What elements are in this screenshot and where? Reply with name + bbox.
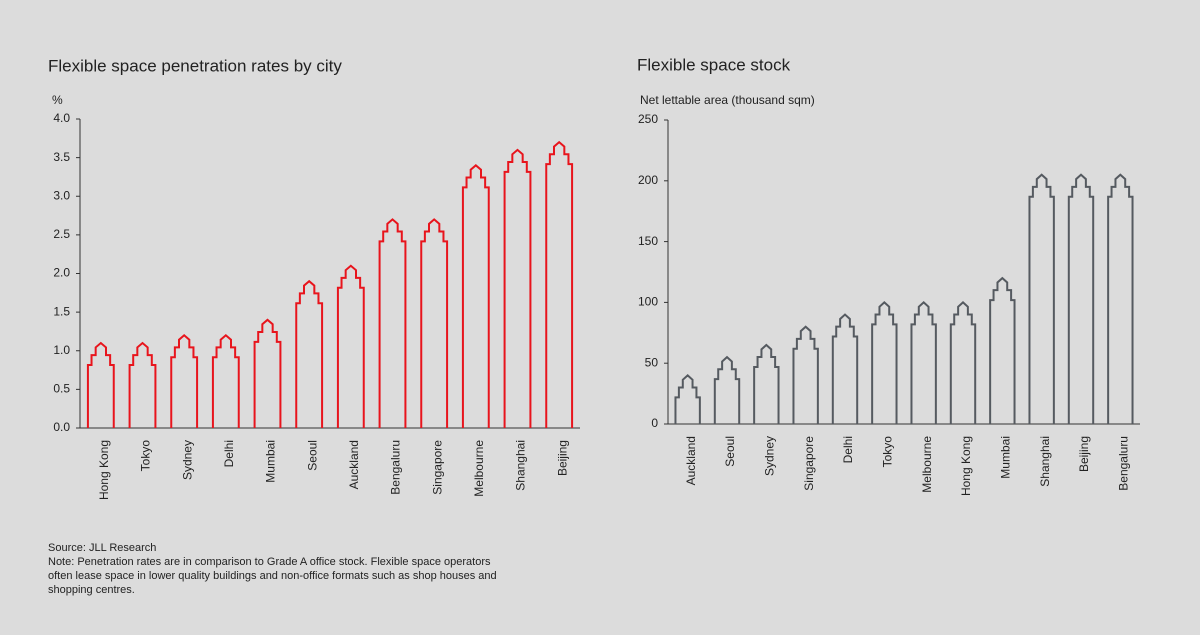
y-tick-label: 1.0 [53,343,70,357]
chart-title: Flexible space penetration rates by city [48,56,342,75]
x-tick-label: Sydney [763,436,777,476]
y-tick-label: 250 [638,112,658,126]
bar [378,218,407,428]
bar [503,148,532,428]
x-tick-label: Delhi [841,436,855,463]
x-tick-label: Seoul [305,440,319,471]
bar [253,318,282,428]
bar [211,333,240,428]
y-tick-label: 0.5 [53,382,70,396]
x-tick-label: Shanghai [514,440,528,491]
x-tick-label: Tokyo [881,436,895,468]
x-tick-label: Hong Kong [97,440,111,500]
bar [420,218,449,428]
x-tick-label: Mumbai [999,436,1013,479]
bar [713,355,741,424]
x-tick-label: Auckland [684,436,698,485]
y-tick-label: 100 [638,295,658,309]
y-tick-label: 0.0 [53,420,70,434]
x-tick-label: Beijing [555,440,569,476]
y-axis-label: % [52,93,63,107]
bar [753,343,780,424]
y-axis-label: Net lettable area (thousand sqm) [640,93,815,107]
bar [170,333,199,428]
y-tick-label: 50 [645,355,659,369]
bar [295,279,324,428]
y-tick-label: 2.5 [53,227,70,241]
x-tick-label: Melbourne [920,436,934,493]
y-tick-label: 3.5 [53,150,70,164]
bar [949,301,977,424]
bar [128,341,157,428]
y-tick-label: 150 [638,234,658,248]
x-tick-label: Hong Kong [959,436,973,496]
bar [1067,173,1095,424]
x-tick-label: Bengaluru [1117,436,1131,491]
x-tick-label: Bengaluru [389,440,403,495]
x-tick-label: Shanghai [1038,436,1052,487]
bar [910,301,937,424]
note-line: shopping centres. [48,584,135,596]
y-tick-label: 3.0 [53,188,70,202]
bar [1028,173,1055,424]
y-tick-label: 1.5 [53,304,70,318]
bar [792,325,819,424]
y-tick-label: 4.0 [53,111,70,125]
bar [1107,173,1134,424]
bar [461,164,490,428]
x-tick-label: Singapore [802,436,816,491]
chart-title: Flexible space stock [637,55,791,74]
y-tick-label: 0 [651,416,658,430]
bar [871,301,898,424]
y-tick-label: 200 [638,173,658,187]
x-tick-label: Mumbai [264,440,278,483]
x-tick-label: Sydney [180,440,194,480]
note-line: Note: Penetration rates are in compariso… [48,556,491,568]
x-tick-label: Beijing [1077,436,1091,472]
x-tick-label: Singapore [430,440,444,495]
bar [336,264,365,428]
x-tick-label: Seoul [723,436,737,467]
x-tick-label: Melbourne [472,440,486,497]
note-line: often lease space in lower quality build… [48,570,497,582]
x-tick-label: Delhi [222,440,236,467]
bar [545,140,574,428]
x-tick-label: Tokyo [139,440,153,472]
bar [674,374,701,424]
bar [86,341,115,428]
bar [989,276,1016,424]
y-tick-label: 2.0 [53,266,70,280]
x-tick-label: Auckland [347,440,361,489]
bar [831,313,859,424]
source: Source: JLL Research [48,542,156,554]
